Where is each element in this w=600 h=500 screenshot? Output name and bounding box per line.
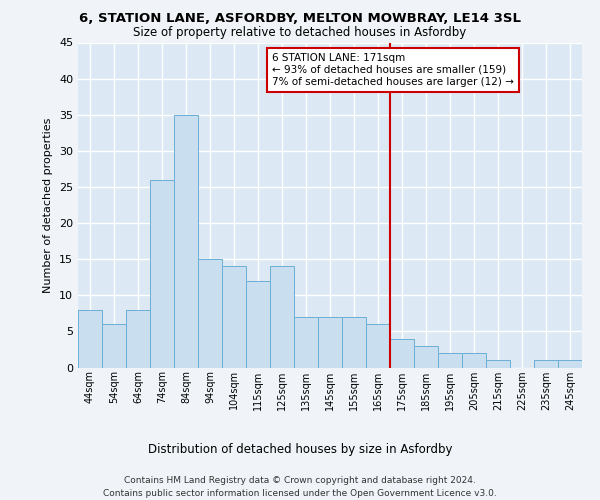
Bar (246, 281, 270, 368)
Bar (390, 338, 414, 368)
Text: 6, STATION LANE, ASFORDBY, MELTON MOWBRAY, LE14 3SL: 6, STATION LANE, ASFORDBY, MELTON MOWBRA… (79, 12, 521, 26)
Text: Distribution of detached houses by size in Asfordby: Distribution of detached houses by size … (148, 442, 452, 456)
Bar (438, 353, 462, 368)
Text: Contains HM Land Registry data © Crown copyright and database right 2024.: Contains HM Land Registry data © Crown c… (124, 476, 476, 485)
Bar (150, 180, 174, 368)
Bar (486, 360, 510, 368)
Bar (174, 114, 198, 368)
Bar (318, 317, 342, 368)
Bar (198, 259, 222, 368)
Bar (366, 324, 390, 368)
Bar (558, 360, 582, 368)
Bar (294, 317, 318, 368)
Bar (462, 353, 486, 368)
Bar (270, 266, 294, 368)
Bar (342, 317, 366, 368)
Bar (126, 310, 150, 368)
Bar (414, 346, 438, 368)
Text: Size of property relative to detached houses in Asfordby: Size of property relative to detached ho… (133, 26, 467, 39)
Bar (78, 310, 102, 368)
Y-axis label: Number of detached properties: Number of detached properties (43, 118, 53, 292)
Text: Contains public sector information licensed under the Open Government Licence v3: Contains public sector information licen… (103, 489, 497, 498)
Text: 6 STATION LANE: 171sqm
← 93% of detached houses are smaller (159)
7% of semi-det: 6 STATION LANE: 171sqm ← 93% of detached… (272, 54, 514, 86)
Bar (534, 360, 558, 368)
Bar (102, 324, 126, 368)
Bar (222, 266, 246, 368)
